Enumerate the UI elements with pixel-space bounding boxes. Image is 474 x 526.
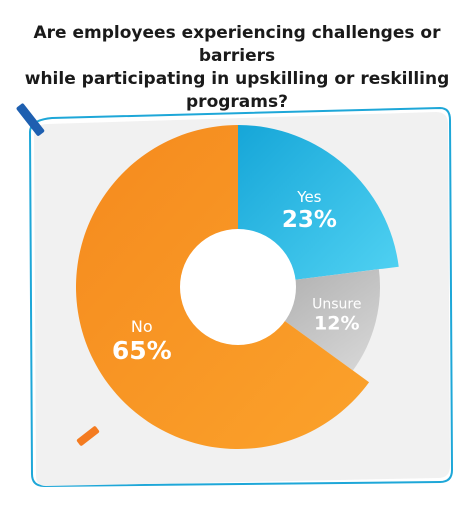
orange-accent-mark xyxy=(76,426,100,446)
title-bold: challenges or barriers xyxy=(198,23,441,66)
slice-value-no: 65% xyxy=(112,336,172,365)
title-part1: Are employees experiencing xyxy=(33,23,312,43)
slice-value-unsure: 12% xyxy=(314,312,359,334)
donut-hole xyxy=(180,229,296,345)
slice-label-unsure: Unsure xyxy=(312,296,361,312)
slice-label-no: No xyxy=(131,317,153,336)
chart-title: Are employees experiencing challenges or… xyxy=(0,22,474,114)
title-line2: while participating in upskilling or res… xyxy=(24,69,450,112)
slice-label-yes: Yes xyxy=(296,188,321,206)
blue-accent-mark xyxy=(16,103,45,136)
slice-value-yes: 23% xyxy=(282,207,337,233)
